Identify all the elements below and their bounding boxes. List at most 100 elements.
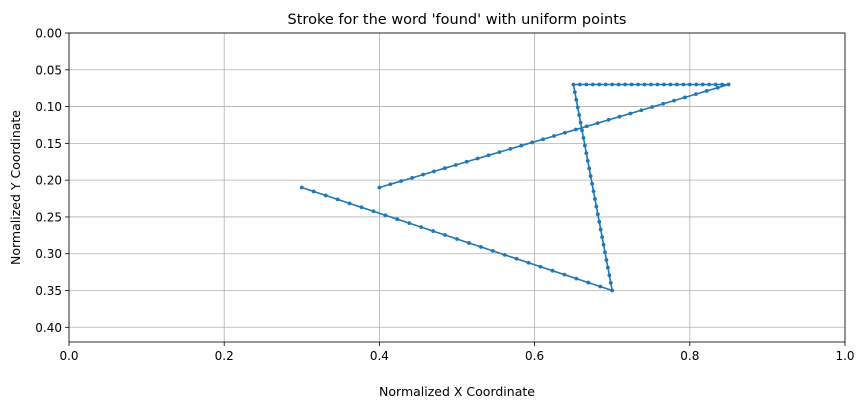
stroke-point [700, 82, 705, 87]
stroke-point [497, 150, 502, 154]
stroke-point [580, 128, 584, 133]
stroke-point [636, 82, 640, 87]
x-tick-label: 1.0 [835, 349, 854, 363]
stroke-point [601, 242, 606, 247]
x-tick-label: 0.4 [370, 349, 389, 363]
stroke-point [649, 82, 653, 87]
stroke-point [432, 169, 436, 174]
stroke-point [597, 82, 602, 87]
stroke-point [674, 82, 679, 87]
stroke-point [668, 82, 673, 87]
y-tick-label: 0.25 [35, 210, 62, 224]
stroke-point [694, 82, 699, 87]
stroke-point [585, 158, 590, 163]
stroke-point [552, 134, 556, 138]
stroke-point [514, 256, 519, 261]
y-tick-label: 0.00 [35, 27, 62, 41]
stroke-point [606, 118, 611, 122]
stroke-point [623, 82, 628, 87]
y-axis-label: Normalized Y Coordinate [8, 110, 23, 265]
stroke-point [639, 108, 644, 113]
stroke-point [655, 82, 660, 87]
stroke-point [526, 260, 531, 265]
stroke-point [642, 82, 647, 87]
stroke-point [583, 143, 587, 148]
y-tick-label: 0.35 [35, 284, 62, 298]
stroke-point [464, 159, 469, 164]
stroke-point [574, 97, 579, 102]
stroke-point [388, 182, 393, 187]
y-tick-label: 0.30 [35, 247, 62, 261]
series-layer [299, 82, 731, 293]
stroke-point [595, 121, 600, 126]
stroke-point [478, 245, 483, 249]
stroke-point [335, 197, 340, 202]
stroke-point [443, 233, 447, 237]
stroke-point [726, 82, 731, 87]
stroke-point [562, 272, 567, 277]
stroke-point [399, 179, 404, 183]
x-tick-label: 0.6 [525, 349, 544, 363]
stroke-point [616, 82, 621, 87]
stroke-point [442, 166, 447, 171]
stroke-point [575, 105, 580, 110]
stroke-point [672, 98, 676, 103]
stroke-point [347, 201, 352, 206]
stroke-point [502, 252, 507, 257]
stroke-point [383, 213, 388, 218]
chart-title: Stroke for the word 'found' with uniform… [288, 12, 627, 28]
stroke-point [713, 82, 718, 87]
stroke-point [650, 105, 655, 109]
stroke-point [720, 82, 725, 87]
stroke-point [597, 219, 602, 224]
stroke-point [593, 197, 597, 201]
y-tick-label: 0.40 [35, 321, 62, 335]
stroke-point [377, 185, 382, 190]
stroke-point [588, 174, 593, 178]
stroke-point [595, 212, 600, 217]
stroke-point [395, 217, 400, 222]
stroke-point [603, 250, 607, 255]
stroke-point [608, 280, 613, 285]
stroke-point [475, 156, 480, 161]
stroke-point [578, 120, 583, 125]
stroke-point [590, 181, 594, 186]
stroke-point [486, 153, 491, 158]
stroke-point [661, 101, 666, 106]
stroke-point [490, 248, 495, 253]
stroke-point [610, 82, 615, 87]
stroke-point [607, 273, 612, 278]
stroke-point [586, 280, 591, 285]
stroke-point [693, 92, 698, 97]
stroke-point [598, 284, 603, 289]
stroke-point [629, 82, 634, 87]
stroke-point [455, 237, 459, 241]
plot-area-frame [68, 32, 846, 343]
stroke-point [311, 189, 316, 194]
stroke-point [299, 185, 304, 190]
stroke-point [600, 235, 605, 239]
stroke-point [662, 82, 666, 87]
stroke-point [581, 136, 586, 140]
stroke-point [467, 241, 471, 245]
stroke-point [453, 163, 458, 167]
stroke-point [591, 189, 596, 194]
stroke-point [598, 227, 603, 232]
stroke-point [407, 221, 412, 226]
stroke-point [584, 82, 589, 87]
grid-lines [68, 32, 846, 342]
x-tick-label: 0.8 [680, 349, 699, 363]
stroke-point [431, 229, 436, 233]
stroke-point [707, 82, 712, 87]
stroke-point [572, 90, 577, 95]
stroke-point [541, 137, 545, 142]
y-tick-label: 0.10 [35, 100, 62, 114]
stroke-point [359, 205, 364, 210]
stroke-point [530, 140, 535, 145]
stroke-point [577, 82, 582, 87]
stroke-point [604, 258, 609, 262]
stroke-point [538, 264, 543, 269]
y-tick-label: 0.20 [35, 174, 62, 188]
